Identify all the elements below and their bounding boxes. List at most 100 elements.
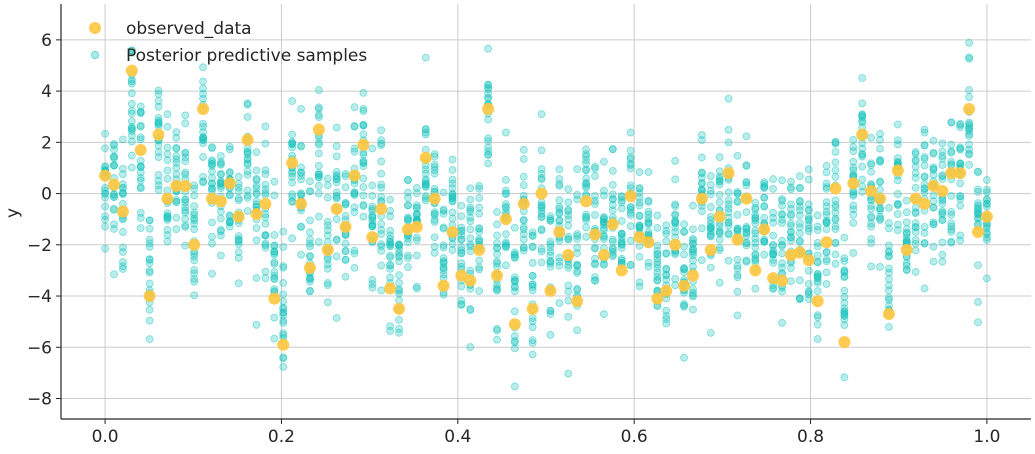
sample-point: [243, 99, 252, 108]
y-tick-label: 2: [41, 133, 52, 153]
sample-point: [671, 227, 680, 236]
sample-point: [181, 170, 190, 179]
sample-point: [929, 191, 938, 200]
sample-point: [911, 208, 920, 217]
observed-point: [259, 197, 272, 210]
sample-point: [341, 172, 350, 181]
sample-point: [502, 239, 510, 248]
sample-point: [341, 247, 350, 255]
sample-point: [261, 231, 270, 240]
observed-point: [286, 156, 299, 169]
sample-point: [101, 144, 109, 153]
sample-point: [653, 223, 662, 232]
sample-point: [297, 171, 305, 180]
sample-point: [608, 181, 617, 189]
sample-point: [831, 239, 840, 247]
sample-point: [119, 180, 127, 189]
sample-point: [386, 273, 395, 282]
sample-point: [395, 289, 403, 298]
sample-point: [243, 207, 252, 215]
observed-point: [651, 292, 664, 305]
sample-point: [706, 219, 715, 228]
sample-point: [573, 195, 582, 204]
sample-point: [573, 230, 582, 238]
sample-point: [608, 167, 617, 175]
sample-point: [493, 250, 501, 259]
sample-point: [893, 140, 902, 149]
sample-point: [466, 225, 475, 234]
sample-point: [867, 201, 876, 210]
sample-point: [537, 209, 546, 218]
sample-point: [136, 133, 145, 142]
sample-point: [332, 215, 341, 224]
sample-point: [911, 183, 920, 192]
sample-point: [475, 194, 484, 202]
sample-point: [662, 229, 671, 238]
observed-point: [793, 246, 806, 259]
sample-point: [448, 192, 457, 201]
sample-point: [404, 188, 412, 197]
sample-point: [626, 146, 635, 155]
sample-point: [350, 144, 359, 153]
sample-point: [706, 263, 715, 272]
sample-point: [893, 199, 902, 208]
sample-point: [929, 257, 938, 266]
observed-point: [250, 208, 263, 221]
x-tick-label: 0.8: [797, 427, 824, 447]
sample-point: [938, 175, 947, 183]
sample-point: [261, 243, 270, 252]
sample-point: [484, 115, 493, 124]
sample-point: [439, 224, 448, 233]
sample-point: [145, 242, 154, 251]
sample-point: [377, 193, 386, 201]
sample-point: [929, 163, 938, 172]
sample-point: [163, 122, 172, 131]
observed-point: [464, 274, 477, 287]
sample-point: [101, 244, 109, 253]
sample-point: [885, 295, 893, 304]
observed-point: [882, 307, 895, 320]
sample-point: [537, 225, 546, 234]
sample-point: [680, 302, 688, 311]
sample-point: [430, 169, 439, 178]
sample-point: [368, 220, 377, 229]
sample-point: [920, 128, 929, 137]
sample-point: [715, 167, 724, 176]
sample-point: [938, 257, 947, 266]
sample-point: [466, 234, 475, 243]
sample-point: [127, 46, 136, 55]
sample-point: [243, 150, 252, 158]
sample-point: [644, 197, 653, 206]
sample-point: [546, 307, 555, 315]
sample-point: [172, 143, 181, 152]
sample-point: [564, 211, 573, 220]
sample-point: [849, 205, 858, 214]
sample-point: [484, 85, 493, 94]
observed-point: [143, 290, 156, 303]
sample-point: [822, 198, 831, 207]
sample-point: [617, 198, 626, 207]
sample-point: [439, 188, 448, 197]
sample-point: [733, 264, 742, 273]
sample-point: [323, 260, 332, 269]
observed-point: [366, 231, 379, 244]
sample-point: [528, 280, 537, 289]
sample-point: [617, 204, 626, 213]
sample-point: [662, 312, 671, 320]
sample-point: [225, 190, 234, 199]
sample-point: [216, 225, 225, 234]
sample-point: [733, 255, 742, 264]
sample-point: [582, 179, 590, 188]
sample-point: [591, 196, 599, 205]
sample-point: [475, 184, 484, 193]
sample-point: [475, 265, 484, 274]
sample-point: [332, 252, 341, 261]
sample-point: [813, 270, 822, 279]
sample-point: [813, 311, 822, 320]
sample-point: [323, 231, 332, 240]
sample-point: [956, 159, 965, 168]
sample-point: [831, 250, 840, 259]
sample-point: [564, 235, 573, 244]
sample-point: [689, 201, 697, 210]
sample-point: [608, 237, 617, 246]
